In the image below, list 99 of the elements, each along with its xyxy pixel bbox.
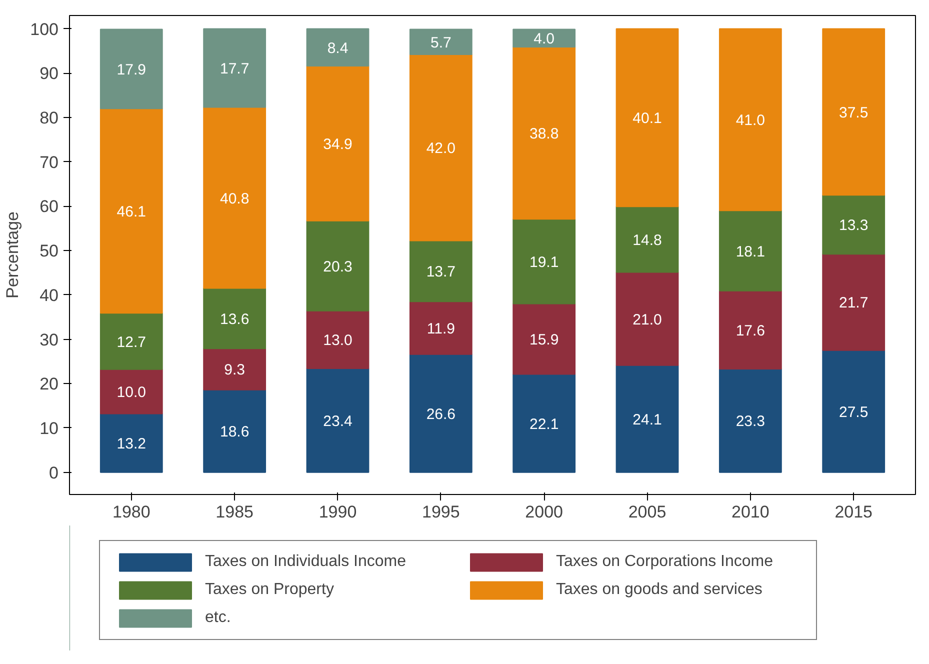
bar: [409, 301, 472, 355]
bar: [512, 28, 576, 48]
text: 13.3: [839, 217, 868, 234]
x-tick-label: 2010: [732, 502, 770, 522]
text: 20.3: [323, 258, 352, 276]
bar: [718, 290, 782, 370]
bar: [718, 368, 782, 473]
text: 22.1: [529, 416, 559, 433]
bar: [512, 46, 576, 220]
text: 12.7: [116, 334, 146, 351]
bar: [616, 272, 679, 366]
x-tick-label: 1980: [112, 502, 150, 522]
text: 42.0: [426, 140, 456, 158]
bar: [306, 28, 370, 67]
y-axis-title: Percentage: [3, 212, 22, 298]
bar: [100, 368, 163, 414]
bar: [203, 288, 266, 350]
y-tick-label: 30: [40, 330, 59, 350]
text: 34.9: [323, 136, 352, 153]
x-tick-label: 2005: [628, 502, 666, 522]
text: 19.1: [529, 254, 559, 271]
y-tick-label: 90: [40, 64, 59, 84]
x-tick-label: 1995: [422, 502, 460, 522]
legend-label: Taxes on Property: [205, 581, 335, 599]
legend-label: Taxes on Individuals Income: [205, 553, 407, 571]
text: 23.4: [323, 412, 352, 430]
bar: [100, 312, 163, 370]
text: 17.9: [116, 61, 146, 78]
y-tick-label: 40: [40, 286, 59, 305]
bar: [616, 364, 679, 473]
text: 9.3: [224, 362, 246, 379]
x-tick-label: 2015: [834, 502, 873, 522]
text: 14.8: [632, 232, 662, 249]
bar: [306, 66, 370, 222]
bar: [822, 28, 886, 196]
text: 46.1: [116, 203, 146, 220]
text: 13.0: [323, 332, 352, 350]
bar: [512, 218, 576, 304]
text: 17.7: [220, 60, 250, 78]
bar: [822, 194, 886, 255]
bar: [409, 240, 472, 302]
text: 40.8: [220, 190, 250, 208]
text: 40.1: [632, 110, 662, 128]
text: 5.7: [430, 34, 452, 52]
bar: [616, 28, 679, 208]
text: 17.6: [736, 322, 766, 340]
bar: [822, 254, 886, 351]
text: 10.0: [116, 384, 146, 402]
bar: [203, 389, 266, 473]
bar: [203, 106, 266, 289]
text: 8.4: [327, 40, 348, 57]
bar: [203, 348, 266, 390]
text: 18.6: [220, 424, 250, 441]
text: 13.7: [426, 264, 456, 281]
y-tick-label: 70: [40, 152, 59, 172]
legend-label: etc.: [205, 609, 232, 627]
bar: [822, 350, 886, 473]
bar: [718, 210, 782, 292]
text: 38.8: [529, 126, 559, 143]
legend-label: Taxes on goods and services: [556, 581, 764, 599]
text: 27.5: [839, 404, 868, 421]
bar: [306, 310, 370, 370]
text: 21.7: [839, 294, 868, 312]
bar: [409, 54, 472, 242]
legend-label: Taxes on Corporations Income: [556, 553, 774, 571]
text: 21.0: [632, 311, 662, 328]
bar: [306, 368, 370, 473]
bar: [203, 28, 266, 108]
y-tick-label: 0: [49, 463, 59, 482]
bar: [616, 206, 679, 273]
text: 11.9: [426, 320, 455, 338]
y-tick-label: 100: [30, 20, 59, 39]
text: 24.1: [632, 411, 662, 428]
bar: [409, 354, 472, 473]
bar: [512, 303, 576, 375]
bar: [718, 28, 782, 212]
bar: [100, 108, 163, 314]
bar: [100, 28, 163, 110]
x-tick-label: 1990: [318, 502, 357, 522]
y-tick-label: 60: [40, 197, 59, 216]
text: 4.0: [534, 30, 555, 48]
text: 13.6: [220, 310, 250, 328]
text: 37.5: [839, 104, 868, 122]
bar: [306, 220, 370, 312]
bar: [100, 413, 163, 473]
y-tick-label: 80: [40, 108, 59, 128]
text: 41.0: [736, 112, 766, 130]
bar: [512, 374, 576, 473]
y-tick-label: 20: [40, 374, 59, 394]
y-tick-label: 50: [40, 242, 59, 261]
bar: [409, 28, 472, 56]
text: 13.2: [116, 436, 146, 453]
text: 23.3: [736, 413, 766, 430]
text: 26.6: [426, 406, 456, 423]
x-tick-label: 2000: [525, 502, 564, 522]
x-tick-label: 1985: [216, 502, 254, 522]
text: 18.1: [736, 243, 766, 260]
y-tick-label: 10: [40, 418, 59, 438]
text: 15.9: [529, 332, 559, 349]
